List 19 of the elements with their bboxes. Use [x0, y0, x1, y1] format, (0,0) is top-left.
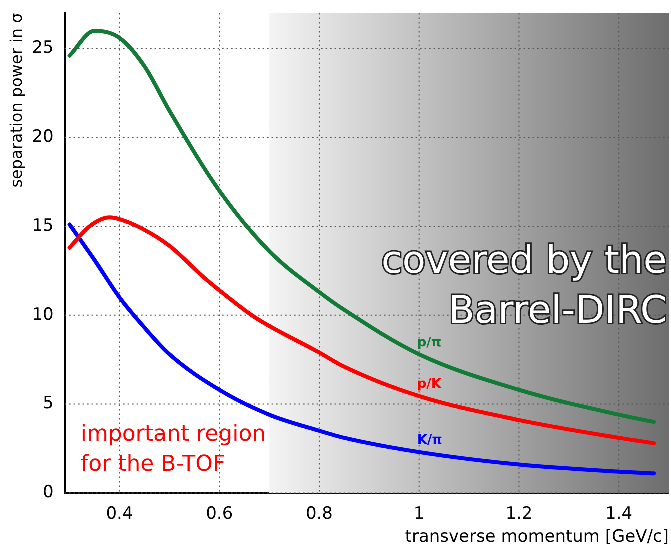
y-tick-label: 25: [32, 38, 54, 58]
x-tick-label: 1.2: [506, 504, 533, 524]
y-tick-label: 5: [43, 394, 54, 414]
y-tick-label: 10: [32, 304, 54, 325]
y-axis-title: separation power in σ: [6, 13, 26, 188]
annotation: important region for the B-TOF: [80, 422, 266, 478]
series-label: p/π: [417, 335, 442, 350]
x-tick-label: 0.8: [306, 504, 334, 524]
series-label: p/K: [417, 377, 442, 392]
y-tick-label: 15: [32, 216, 54, 236]
x-tick-label: 1: [414, 504, 425, 524]
y-tick-label: 0: [43, 482, 54, 503]
y-tick-label: 20: [32, 127, 54, 148]
x-tick-label: 0.4: [106, 504, 134, 524]
x-axis-title: transverse momentum [GeV/c]: [405, 527, 669, 548]
series-label: K/π: [417, 433, 442, 448]
x-tick-label: 1.4: [606, 504, 633, 524]
band-label: covered by the Barrel-DIRC: [382, 238, 667, 332]
x-tick-label: 0.6: [206, 504, 234, 524]
